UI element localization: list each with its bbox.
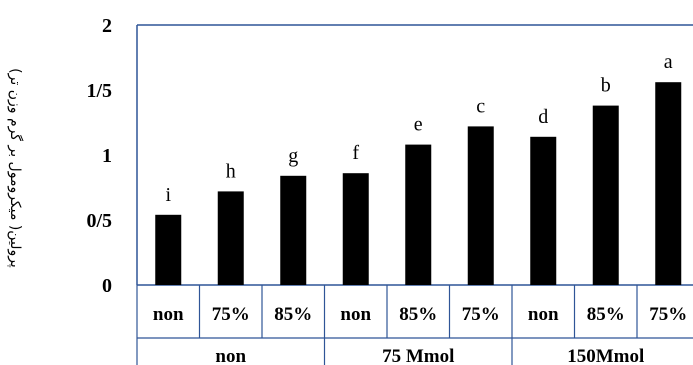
significance-letter: e bbox=[414, 114, 423, 136]
bar bbox=[655, 82, 682, 285]
y-tick-label: 2 bbox=[102, 15, 112, 37]
x-tick-label: 75% bbox=[212, 304, 250, 325]
significance-letter: d bbox=[538, 106, 548, 128]
bar bbox=[592, 105, 619, 285]
group-label: non bbox=[215, 346, 246, 365]
x-tick-label: 75% bbox=[462, 304, 500, 325]
bar bbox=[405, 144, 432, 285]
x-tick-label: 75% bbox=[649, 304, 687, 325]
significance-letter: g bbox=[288, 145, 298, 167]
y-tick-label: 0/5 bbox=[86, 210, 112, 232]
significance-letter: f bbox=[352, 142, 359, 164]
x-tick-label: 85% bbox=[274, 304, 312, 325]
bar bbox=[155, 214, 182, 285]
group-label: 150Mmol bbox=[567, 346, 644, 365]
bar bbox=[467, 126, 494, 286]
x-tick-label: non bbox=[153, 304, 184, 325]
significance-letter: a bbox=[664, 51, 673, 73]
bar bbox=[217, 191, 244, 285]
x-tick-label: non bbox=[340, 304, 371, 325]
significance-letter: b bbox=[601, 75, 611, 97]
x-tick-label: 85% bbox=[399, 304, 437, 325]
y-tick-label: 0 bbox=[102, 275, 112, 297]
bar bbox=[280, 175, 307, 285]
significance-letter: c bbox=[476, 95, 485, 117]
significance-letter: h bbox=[226, 160, 236, 182]
significance-letter: i bbox=[165, 184, 171, 206]
x-tick-label: non bbox=[528, 304, 559, 325]
y-tick-label: 1/5 bbox=[86, 80, 112, 102]
bar bbox=[342, 173, 369, 285]
group-label: 75 Mmol bbox=[382, 346, 454, 365]
y-tick-label: 1 bbox=[102, 145, 112, 167]
bar bbox=[530, 136, 557, 285]
x-tick-label: 85% bbox=[587, 304, 625, 325]
